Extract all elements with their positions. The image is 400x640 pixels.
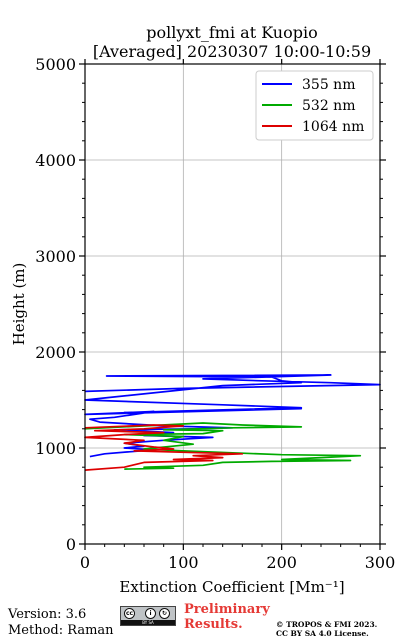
cc-badge-text: BY SA [121,620,175,625]
axis-ticks [79,59,386,550]
y-tick-label: 5000 [35,55,76,74]
preliminary-line-2: Results. [184,617,243,632]
x-tick-label: 300 [365,553,396,572]
cc-icon: cc [124,608,135,619]
legend-label-532: 532 nm [302,98,355,114]
cc-license-logo: cc i ↻ BY SA [120,606,176,626]
x-tick-label: 0 [80,553,90,572]
copyright-notice: © TROPOS & FMI 2023. CC BY SA 4.0 Licens… [276,620,377,638]
y-tick-label: 0 [66,535,76,554]
y-tick-label: 1000 [35,439,76,458]
legend-label-1064: 1064 nm [302,119,364,135]
series-lines [84,374,381,471]
y-axis-label: Height (m) [10,263,28,346]
x-tick-label: 200 [266,553,297,572]
legend-box [255,70,374,141]
chart-subtitle: [Averaged] 20230307 10:00-10:59 [93,42,371,61]
footer-info: Version: 3.6 Method: Raman [8,607,114,639]
legend: 355 nm 532 nm 1064 nm [255,70,374,141]
y-tick-label: 4000 [35,151,76,170]
series-line-2 [84,424,244,471]
version-text: Version: 3.6 [8,607,87,622]
preliminary-line-1: Preliminary [184,602,270,617]
copyright-line-1: © TROPOS & FMI 2023. [276,620,378,629]
x-axis-label: Extinction Coefficient [Mm⁻¹] [119,578,344,596]
chart-title: pollyxt_fmi at Kuopio [146,23,317,42]
copyright-line-2: CC BY SA 4.0 License. [276,629,369,638]
method-text: Method: Raman [8,623,114,638]
y-tick-label: 2000 [35,343,76,362]
y-tick-label: 3000 [35,247,76,266]
legend-label-355: 355 nm [302,77,355,93]
by-icon: i [145,608,156,619]
preliminary-notice: Preliminary Results. [184,602,270,632]
sa-icon: ↻ [159,608,170,619]
x-tick-label: 100 [168,553,199,572]
plot-frame [84,63,381,545]
